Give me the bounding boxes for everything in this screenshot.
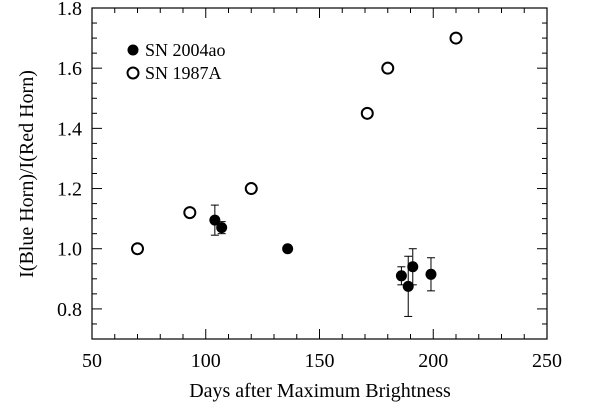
data-point-open [183,206,197,220]
data-point-filled [407,261,419,273]
data-point-open [381,61,395,75]
error-bars [210,204,435,317]
y-tick-label: 1.0 [57,239,82,261]
data-point-filled [216,222,228,234]
data-point-filled [402,280,414,292]
y-tick-label: 0.8 [57,299,82,321]
x-tick-label: 100 [191,350,221,372]
y-tick-label: 1.2 [57,179,82,201]
data-point-open [244,182,258,196]
data-point-filled [209,214,221,226]
data-point-filled [395,270,407,282]
data-point-filled [425,268,437,280]
legend-label-sn2004ao: SN 2004ao [145,40,226,60]
legend: SN 2004ao SN 1987A [126,40,226,83]
legend-marker-sn2004ao [127,44,139,56]
x-tick-label: 150 [305,350,335,372]
data-point-open [360,106,374,120]
y-tick-label: 1.8 [57,0,82,20]
data-point-open [131,242,144,256]
x-tick-label: 250 [532,350,562,372]
x-axis-label: Days after Maximum Brightness [189,380,451,402]
tick-labels: 50 100 150 200 250 0.8 1.0 1.2 1.4 1.6 1.8 [57,0,562,372]
y-axis-label: I(Blue Horn)/I(Red Horn) [16,70,38,278]
data-point-open [449,31,463,45]
data-point-filled [282,243,294,255]
legend-label-sn1987a: SN 1987A [145,63,222,83]
x-tick-label: 200 [418,350,448,372]
axis-ticks [91,7,548,340]
data-points [131,31,463,292]
x-tick-label: 50 [82,350,102,372]
legend-marker-sn1987a [126,66,140,80]
y-tick-label: 1.6 [57,58,82,80]
y-tick-label: 1.4 [57,118,82,140]
